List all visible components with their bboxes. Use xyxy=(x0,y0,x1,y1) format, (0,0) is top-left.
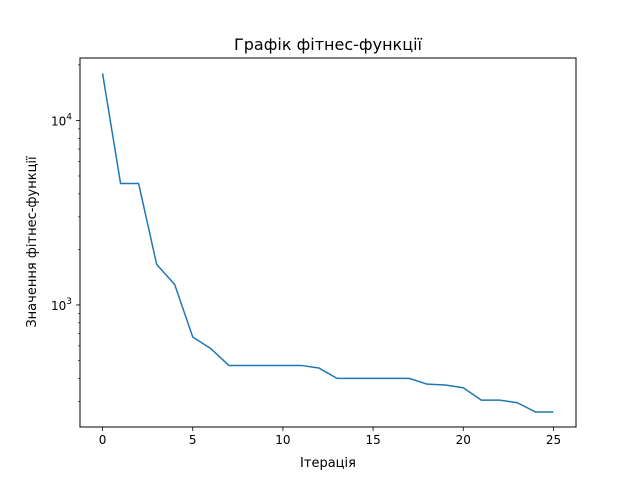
chart-title: Графік фітнес-функції xyxy=(234,35,423,54)
x-axis-ticks: 0 5 10 15 20 25 xyxy=(99,427,561,447)
x-tick-label: 10 xyxy=(275,433,290,447)
x-tick-label: 20 xyxy=(456,433,471,447)
series-line-0 xyxy=(101,73,554,413)
x-tick-label: 0 xyxy=(99,433,107,447)
axes-frame xyxy=(79,57,577,428)
x-tick-label: 15 xyxy=(365,433,380,447)
x-tick-label: 25 xyxy=(546,433,561,447)
x-tick-label: 5 xyxy=(189,433,197,447)
y-axis-ticks: 103 104 xyxy=(51,64,80,402)
y-axis-label: Значення фітнес-функції xyxy=(25,156,40,328)
x-axis-label: Ітерація xyxy=(300,456,356,471)
y-tick-label: 103 xyxy=(51,297,72,313)
y-tick-label: 104 xyxy=(51,112,72,128)
plot-area xyxy=(101,73,554,413)
